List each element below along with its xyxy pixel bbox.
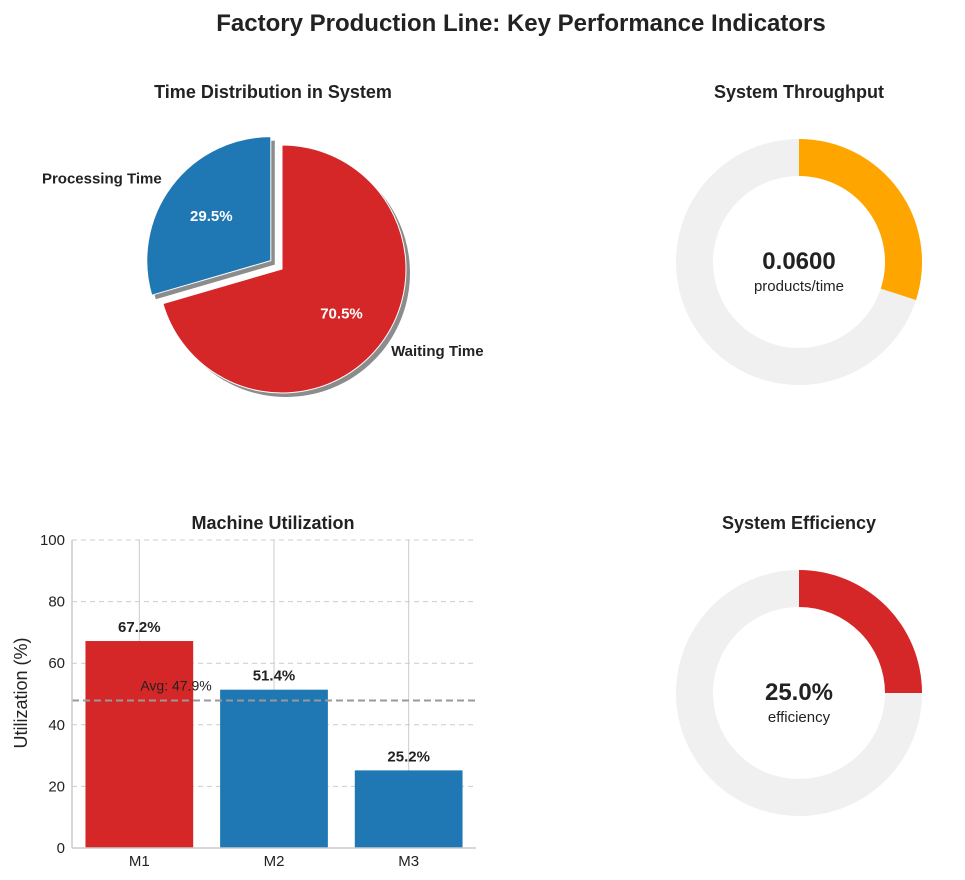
bar-value-label: 25.2% [387, 748, 430, 765]
bar [354, 770, 463, 848]
y-tick-label: 20 [48, 778, 65, 795]
bar [85, 641, 194, 848]
x-tick-label: M3 [398, 853, 419, 870]
efficiency-panel: System Efficiency 25.0% efficiency [676, 513, 922, 816]
main-title: Factory Production Line: Key Performance… [216, 10, 825, 37]
bar-value-label: 51.4% [253, 668, 296, 685]
throughput-title: System Throughput [714, 82, 884, 102]
pie-chart: 29.5% Processing Time 70.5% Waiting Time [42, 136, 484, 397]
pie-slice-percent: 70.5% [320, 306, 363, 323]
efficiency-gauge [676, 570, 922, 816]
y-tick-label: 80 [48, 594, 65, 611]
efficiency-title: System Efficiency [722, 513, 876, 533]
throughput-unit: products/time [754, 278, 844, 295]
x-tick-label: M1 [129, 853, 150, 870]
average-label: Avg: 47.9% [140, 677, 211, 693]
pie-slice [146, 136, 272, 296]
pie-slice-percent: 29.5% [190, 208, 233, 225]
y-tick-label: 60 [48, 655, 65, 672]
pie-slice-label: Processing Time [42, 171, 162, 188]
efficiency-value: 25.0% [765, 679, 833, 706]
pie-slice [162, 144, 407, 394]
pie-title: Time Distribution in System [154, 82, 392, 102]
y-tick-label: 100 [40, 532, 65, 549]
bar [220, 689, 328, 848]
gauge-fill [799, 570, 922, 693]
pie-panel: Time Distribution in System 29.5% Process… [42, 82, 484, 397]
bar-value-label: 67.2% [118, 619, 161, 636]
efficiency-unit: efficiency [768, 709, 831, 726]
utilization-title: Machine Utilization [191, 513, 354, 533]
utilization-ylabel: Utilization (%) [11, 637, 31, 748]
utilization-panel: Machine Utilization Utilization (%) 67.2… [11, 513, 476, 870]
y-tick-label: 40 [48, 717, 65, 734]
pie-slice-label: Waiting Time [391, 343, 484, 360]
throughput-gauge [676, 139, 923, 385]
y-tick-label: 0 [57, 840, 65, 857]
throughput-value: 0.0600 [762, 248, 835, 275]
bar-chart: 67.2% 51.4% 25.2% Avg: 47.9% 0 20 40 60 80 100 M1 M… [40, 532, 476, 870]
gauge-fill [799, 139, 923, 301]
throughput-panel: System Throughput 0.0600 products/time [676, 82, 923, 385]
x-tick-label: M2 [264, 853, 285, 870]
